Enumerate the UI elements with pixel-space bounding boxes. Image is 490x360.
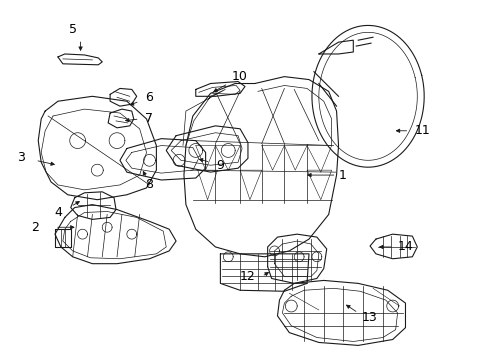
Text: 6: 6 — [146, 91, 153, 104]
Text: 8: 8 — [146, 179, 153, 192]
Text: 5: 5 — [69, 23, 77, 36]
Text: 9: 9 — [217, 159, 224, 172]
Text: 11: 11 — [415, 124, 430, 137]
Text: 10: 10 — [232, 70, 248, 83]
Text: 13: 13 — [362, 311, 378, 324]
Text: 7: 7 — [146, 112, 153, 125]
Text: 2: 2 — [31, 221, 39, 234]
Text: 4: 4 — [54, 206, 62, 219]
Text: 1: 1 — [339, 168, 346, 181]
Text: 14: 14 — [397, 240, 414, 253]
Text: 3: 3 — [18, 151, 25, 164]
Text: 12: 12 — [240, 270, 256, 283]
